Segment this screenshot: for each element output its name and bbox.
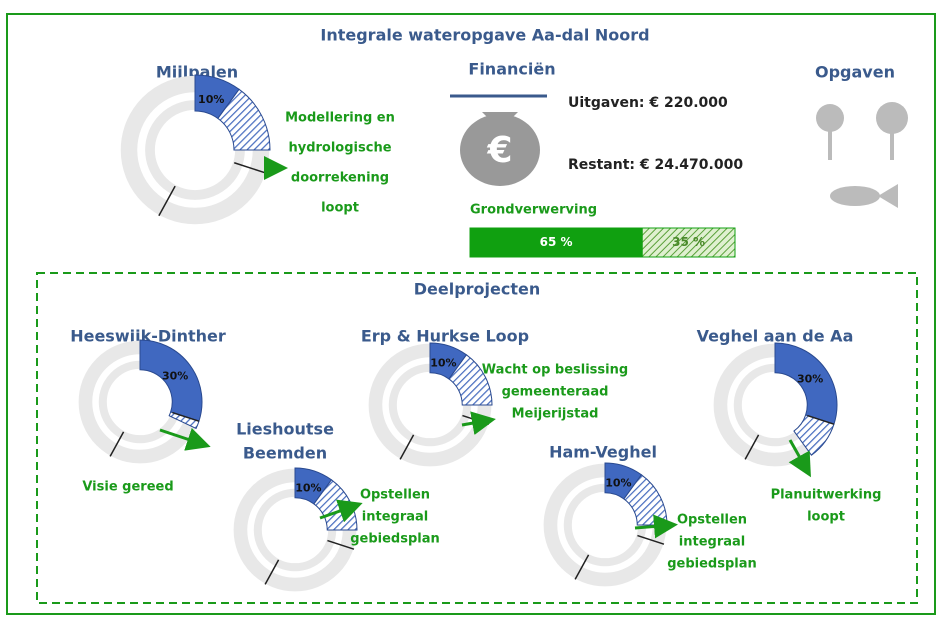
done-label: 30% [797,372,823,385]
title: Integrale wateropgave Aa-dal Noord [320,26,649,45]
donut-title: Beemden [243,444,327,463]
done-label: 10% [295,482,321,495]
progress-segment [448,354,493,406]
bar-segment [469,227,643,258]
arrow [634,514,678,539]
done-label: 30% [162,369,188,382]
milestone-tick [327,539,355,550]
arrow [159,427,211,451]
donut-title: Mijlpalen [156,63,238,82]
arrow [788,439,811,478]
svg-text:€: € [486,130,512,171]
annotation: Wacht op beslissing [482,363,628,378]
donut-title: Erp & Hurkse Loop [361,327,529,346]
progress-segment [793,414,835,456]
progress-segment [168,411,200,430]
done-label: 10% [430,357,456,370]
milestone-tick [637,534,665,545]
annotation: loopt [807,510,845,525]
section-frame [36,272,918,604]
spent: Uitgaven: € 220.000 [568,95,728,111]
section-title: Deelprojecten [414,280,541,299]
done-label: 10% [198,93,224,106]
milestone-tick [172,411,200,422]
milestone-tick [158,185,176,217]
bar-segment [641,227,736,258]
bar-label: 35 % [672,235,705,249]
remaining: Restant: € 24.470.000 [568,157,743,173]
annotation: Visie gereed [82,480,173,495]
annotation: integraal [679,535,745,550]
donut-title: Ham-Veghel [549,443,657,462]
task-icons [816,102,908,208]
done-segment [139,339,203,422]
annotation: loopt [321,201,359,216]
donut-title: Veghel aan de Aa [697,327,854,346]
annotation: Opstellen [360,488,430,503]
annotation: integraal [362,510,428,525]
bar-label: 65 % [540,235,573,249]
annotation: gemeenteraad [502,385,609,400]
annotation: hydrologische [288,141,391,156]
annotation: gebiedsplan [350,532,440,547]
milestone-tick [574,554,590,580]
done-label: 10% [605,477,631,490]
tasks-title: Opgaven [815,63,895,82]
milestone-tick [744,434,760,460]
annotation: Planuitwerking [771,488,882,503]
frame [6,13,936,615]
milestone-tick [264,559,280,585]
done-segment [774,342,838,425]
annotation: doorrekening [291,171,389,186]
milestone-tick [807,414,835,425]
milestone-tick [109,431,125,457]
annotation: Modellering en [285,111,395,126]
annotation: Opstellen [677,513,747,528]
money-bag-icon: € [460,112,540,186]
annotation: gebiedsplan [667,557,757,572]
bar-title: Grondverwerving [470,203,597,218]
arrow [319,499,363,523]
finance-title: Financiën [468,60,555,79]
progress-segment [217,88,271,151]
milestone-tick [399,434,415,460]
donut-title: Heeswijk-Dinther [70,327,226,346]
annotation: Meijerijstad [512,407,599,422]
arrow [461,411,496,435]
donut-title: Lieshoutse [236,420,334,439]
milestone-tick [233,162,267,174]
